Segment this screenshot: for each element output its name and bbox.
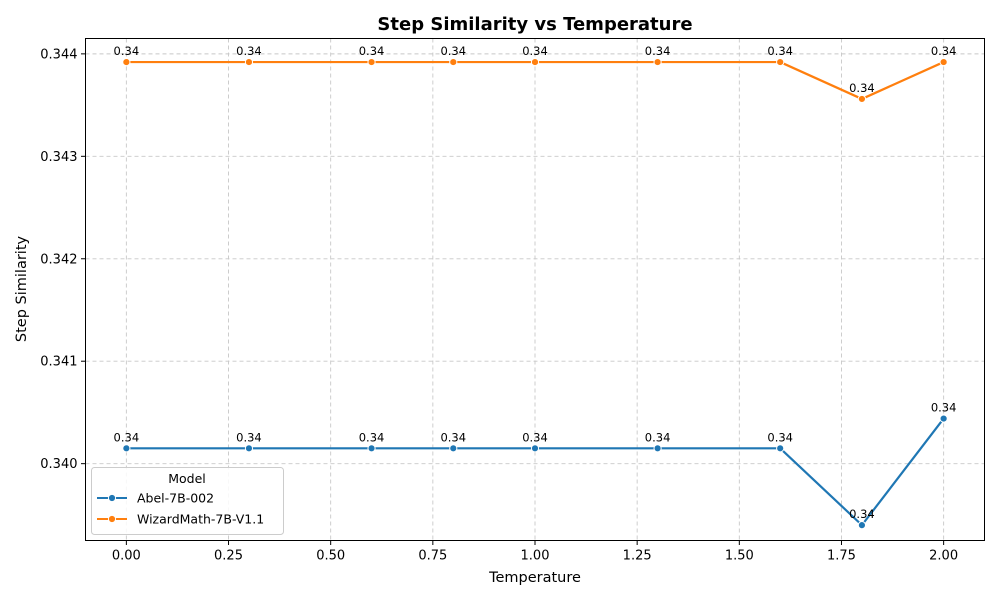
x-tick-label: 0.25 bbox=[214, 549, 243, 564]
data-label-1: 0.34 bbox=[114, 44, 140, 58]
data-point-1 bbox=[530, 57, 540, 67]
data-point-0 bbox=[244, 444, 254, 453]
legend-title: Model bbox=[168, 471, 206, 486]
x-tick-label: 0.50 bbox=[316, 549, 345, 564]
grid bbox=[85, 38, 985, 541]
data-point-1 bbox=[367, 57, 376, 67]
data-label-1: 0.34 bbox=[236, 44, 262, 58]
legend-label-wizardmath: WizardMath-7B-V1.1 bbox=[137, 512, 264, 527]
data-label-0: 0.34 bbox=[359, 430, 385, 444]
data-label-0: 0.34 bbox=[931, 401, 957, 415]
x-tick-label: 0.00 bbox=[112, 549, 141, 564]
data-label-1: 0.34 bbox=[767, 44, 793, 58]
y-tick-label: 0.343 bbox=[40, 150, 77, 165]
x-tick-label: 0.75 bbox=[418, 549, 447, 564]
data-label-1: 0.34 bbox=[931, 44, 957, 58]
data-label-1: 0.34 bbox=[440, 44, 466, 58]
data-point-1 bbox=[244, 57, 254, 67]
data-point-1 bbox=[449, 57, 458, 67]
x-axis-title: Temperature bbox=[488, 570, 581, 586]
y-tick-label: 0.342 bbox=[40, 252, 77, 267]
data-label-0: 0.34 bbox=[645, 430, 671, 444]
data-label-0: 0.34 bbox=[522, 430, 548, 444]
data-label-1: 0.34 bbox=[645, 44, 671, 58]
data-point-0 bbox=[122, 444, 131, 453]
data-point-0 bbox=[857, 521, 867, 530]
data-label-0: 0.34 bbox=[767, 430, 793, 444]
legend-box bbox=[91, 467, 284, 535]
legend-marker-abel bbox=[107, 493, 117, 503]
x-tick-label: 1.75 bbox=[827, 549, 856, 564]
data-label-0: 0.34 bbox=[849, 507, 875, 521]
data-point-0 bbox=[776, 444, 785, 453]
series-lines bbox=[122, 57, 948, 530]
y-axis-ticks: 0.340 0.341 0.342 0.343 0.344 bbox=[40, 47, 86, 472]
y-axis-title: Step Similarity bbox=[14, 235, 30, 342]
data-point-1 bbox=[939, 57, 948, 67]
data-label-0: 0.34 bbox=[236, 430, 262, 444]
data-label-0: 0.34 bbox=[114, 430, 140, 444]
x-tick-label: 1.00 bbox=[521, 549, 550, 564]
data-point-0 bbox=[530, 444, 540, 453]
data-label-1: 0.34 bbox=[849, 81, 875, 95]
data-point-1 bbox=[122, 57, 131, 67]
data-point-0 bbox=[367, 444, 376, 453]
legend-entry-abel: Abel-7B-002 bbox=[97, 491, 214, 506]
legend-marker-wizardmath bbox=[107, 514, 117, 524]
data-point-0 bbox=[653, 444, 662, 453]
x-tick-label: 1.50 bbox=[725, 549, 754, 564]
y-tick-label: 0.344 bbox=[40, 47, 77, 62]
x-tick-label: 1.25 bbox=[623, 549, 652, 564]
legend-label-abel: Abel-7B-002 bbox=[137, 491, 214, 506]
x-axis-ticks: 0.00 0.25 0.50 0.75 1.00 1.25 1.50 1.75 2.00 bbox=[112, 540, 958, 564]
data-point-1 bbox=[857, 94, 867, 104]
chart-title: Step Similarity vs Temperature bbox=[377, 14, 692, 35]
legend: Model Abel-7B-002 WizardMath-7B-V1.1 bbox=[91, 467, 284, 535]
data-point-1 bbox=[776, 57, 785, 67]
data-point-0 bbox=[939, 414, 948, 423]
y-tick-label: 0.341 bbox=[40, 355, 77, 370]
x-tick-label: 2.00 bbox=[929, 549, 958, 564]
data-point-0 bbox=[449, 444, 458, 453]
data-label-1: 0.34 bbox=[522, 44, 548, 58]
data-point-1 bbox=[653, 57, 662, 67]
legend-entry-wizardmath: WizardMath-7B-V1.1 bbox=[97, 512, 264, 527]
y-tick-label: 0.340 bbox=[40, 457, 77, 472]
data-labels: 0.34 0.34 0.34 0.34 0.34 0.34 0.34 0.34 0.34 0.34… bbox=[114, 44, 957, 521]
data-label-1: 0.34 bbox=[359, 44, 385, 58]
data-label-0: 0.34 bbox=[440, 430, 466, 444]
